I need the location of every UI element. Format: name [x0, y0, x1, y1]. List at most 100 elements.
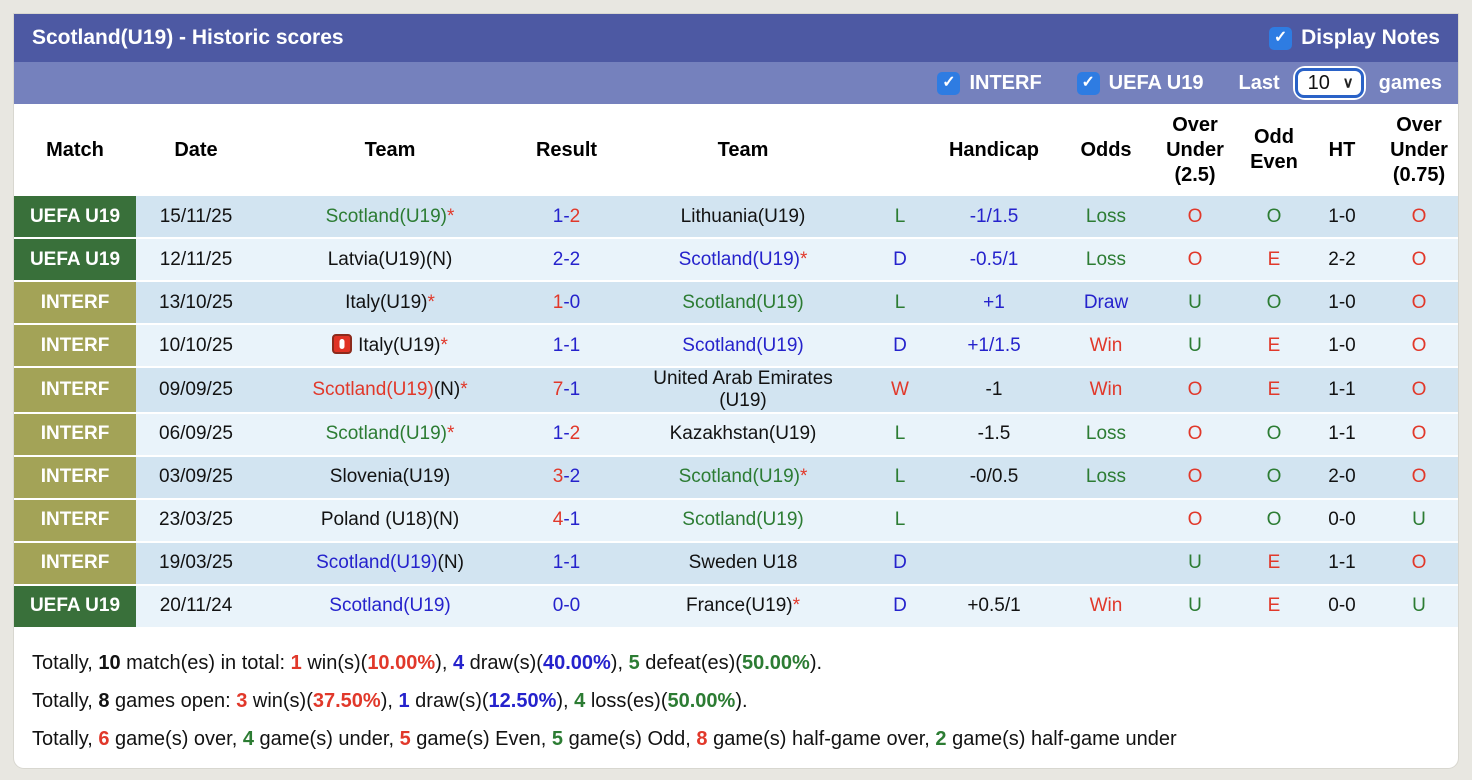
- text-segment: 7: [552, 378, 564, 400]
- over-under-0-75-cell: O: [1379, 455, 1458, 500]
- match-league-badge: INTERF: [14, 281, 136, 325]
- summary-section: Totally, 10 match(es) in total: 1 win(s)…: [14, 629, 1458, 751]
- column-header-date: Date: [136, 104, 256, 196]
- checkmark-icon: ✓: [1081, 74, 1095, 91]
- column-header-team_away: Team: [609, 104, 877, 196]
- away-team-cell: Lithuania(U19): [609, 196, 877, 239]
- outcome-cell: D: [877, 238, 923, 282]
- uefa-u19-checkbox[interactable]: ✓: [1076, 71, 1100, 95]
- score-cell: 2-2: [524, 238, 609, 282]
- text-segment: O: [1411, 423, 1427, 445]
- text-segment: 1-1: [1328, 423, 1356, 445]
- over-under-2-5-cell: O: [1147, 498, 1243, 543]
- summary-line: Totally, 10 match(es) in total: 1 win(s)…: [32, 652, 1440, 675]
- handicap-cell: -0/0.5: [923, 455, 1065, 500]
- summary-segment: 12.50%: [488, 689, 557, 712]
- summary-line: Totally, 8 games open: 3 win(s)(37.50%),…: [32, 690, 1440, 713]
- odd-even-cell: O: [1243, 281, 1305, 325]
- match-league-badge: INTERF: [14, 324, 136, 368]
- text-segment: L: [894, 205, 906, 227]
- text-segment: L: [894, 291, 906, 313]
- summary-segment: ),: [610, 651, 629, 674]
- home-team-cell: Poland (U18)(N): [256, 498, 524, 543]
- table-row: INTERF 23/03/25 Poland (U18)(N) 4-1 Scotland…: [14, 498, 1458, 543]
- handicap-cell: [923, 498, 1065, 543]
- away-team-cell: Scotland(U19): [609, 498, 877, 543]
- outcome-cell: L: [877, 498, 923, 543]
- text-segment: 0: [552, 595, 564, 617]
- summary-segment: ),: [435, 651, 453, 674]
- text-segment: D: [893, 552, 907, 574]
- home-team-cell: Scotland(U19)*: [256, 196, 524, 239]
- text-segment: U: [1188, 552, 1202, 574]
- text-segment: 0-0: [1328, 595, 1356, 617]
- text-segment: E: [1267, 552, 1281, 574]
- odd-even-cell: E: [1243, 238, 1305, 282]
- score-cell: 1-2: [524, 196, 609, 239]
- uefa-u19-filter-label: UEFA U19: [1108, 71, 1204, 94]
- text-segment: 0-0: [1328, 509, 1356, 531]
- text-segment: 1: [552, 291, 564, 313]
- odds-cell: Loss: [1065, 412, 1147, 457]
- outcome-cell: W: [877, 367, 923, 414]
- text-segment: U: [1188, 595, 1202, 617]
- summary-segment: Totally,: [32, 689, 99, 712]
- odd-even-cell: O: [1243, 412, 1305, 457]
- interf-checkbox[interactable]: ✓: [937, 71, 961, 95]
- text-segment: 1: [552, 423, 564, 445]
- away-team-cell: France(U19)*: [609, 584, 877, 629]
- ht-cell: 1-0: [1305, 196, 1379, 239]
- away-team-cell: Scotland(U19)*: [609, 455, 877, 500]
- summary-segment: defeat(es)(: [639, 651, 742, 674]
- text-segment: U: [1412, 595, 1426, 617]
- over-under-0-75-cell: U: [1379, 584, 1458, 629]
- column-header-team_home: Team: [256, 104, 524, 196]
- odd-even-cell: O: [1243, 455, 1305, 500]
- ht-cell: 2-0: [1305, 455, 1379, 500]
- text-segment: Loss: [1085, 423, 1127, 445]
- outcome-cell: D: [877, 584, 923, 629]
- text-segment: 1: [569, 552, 581, 574]
- match-league-badge: UEFA U19: [14, 238, 136, 282]
- text-segment: Poland (U18)(N): [320, 509, 460, 531]
- text-segment: Loss: [1085, 205, 1127, 227]
- summary-segment: 10: [98, 651, 121, 674]
- date-cell: 13/10/25: [136, 281, 256, 325]
- table-row: INTERF 09/09/25 Scotland(U19)(N)* 7-1 United…: [14, 367, 1458, 414]
- text-segment: 4: [552, 509, 564, 531]
- handicap-cell: -0.5/1: [923, 238, 1065, 282]
- text-segment: Win: [1089, 334, 1123, 356]
- over-under-2-5-cell: U: [1147, 584, 1243, 629]
- text-segment: -: [563, 205, 570, 227]
- text-segment: U: [1188, 334, 1202, 356]
- text-segment: L: [894, 509, 906, 531]
- summary-segment: Totally,: [32, 651, 99, 674]
- odd-even-cell: O: [1243, 498, 1305, 543]
- over-under-2-5-cell: O: [1147, 196, 1243, 239]
- home-team-cell: Italy(U19)*: [256, 324, 524, 368]
- text-segment: 1-1: [1328, 552, 1356, 574]
- over-under-0-75-cell: O: [1379, 281, 1458, 325]
- summary-segment: game(s) over,: [109, 727, 243, 750]
- text-segment: Scotland(U19): [312, 378, 434, 400]
- text-segment: Lithuania(U19): [680, 205, 806, 227]
- display-notes-checkbox[interactable]: ✓: [1269, 26, 1293, 50]
- odd-even-cell: E: [1243, 324, 1305, 368]
- score-cell: 7-1: [524, 367, 609, 414]
- away-team-cell: Kazakhstan(U19): [609, 412, 877, 457]
- text-segment: E: [1267, 378, 1281, 400]
- text-segment: -: [563, 595, 570, 617]
- table-row: UEFA U19 12/11/25 Latvia(U19)(N) 2-2 Scotlan…: [14, 238, 1458, 282]
- home-team-cell: Italy(U19)*: [256, 281, 524, 325]
- outcome-cell: D: [877, 324, 923, 368]
- text-segment: 1-0: [1328, 205, 1356, 227]
- date-cell: 06/09/25: [136, 412, 256, 457]
- text-segment: O: [1411, 291, 1427, 313]
- text-segment: Draw: [1083, 291, 1129, 313]
- outcome-cell: L: [877, 412, 923, 457]
- summary-segment: loss(es)(: [585, 689, 668, 712]
- last-games-select[interactable]: 10: [1294, 68, 1364, 98]
- title-bar: Scotland(U19) - Historic scores ✓ Displa…: [14, 14, 1458, 62]
- outcome-cell: D: [877, 541, 923, 586]
- summary-segment: win(s)(: [247, 689, 313, 712]
